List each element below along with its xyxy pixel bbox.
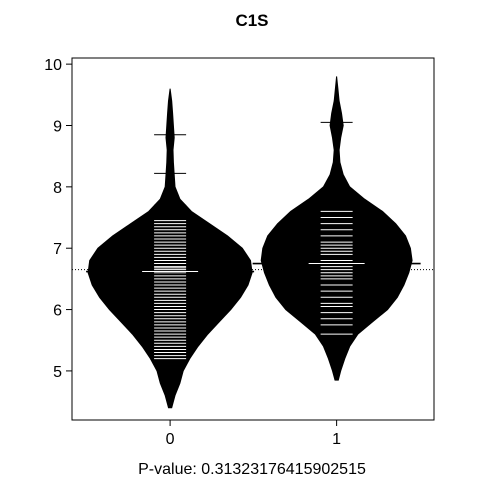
x-tick-label: 0: [166, 431, 175, 448]
beans: [72, 76, 434, 409]
y-tick-label: 6: [53, 303, 62, 320]
y-tick-label: 9: [53, 118, 62, 135]
y-tick-label: 8: [53, 180, 62, 197]
y-tick-label: 10: [44, 57, 62, 74]
x-axis-label: P-value: 0.31323176415902515: [138, 461, 366, 478]
x-tick-label: 1: [332, 431, 341, 448]
y-tick-label: 5: [53, 364, 62, 381]
y-tick-label: 7: [53, 241, 62, 258]
bean-1: [260, 76, 413, 381]
chart-title: C1S: [235, 11, 268, 30]
plot-frame: [71, 57, 435, 421]
y-axis: 5 6 7 8 9 10: [44, 57, 72, 381]
